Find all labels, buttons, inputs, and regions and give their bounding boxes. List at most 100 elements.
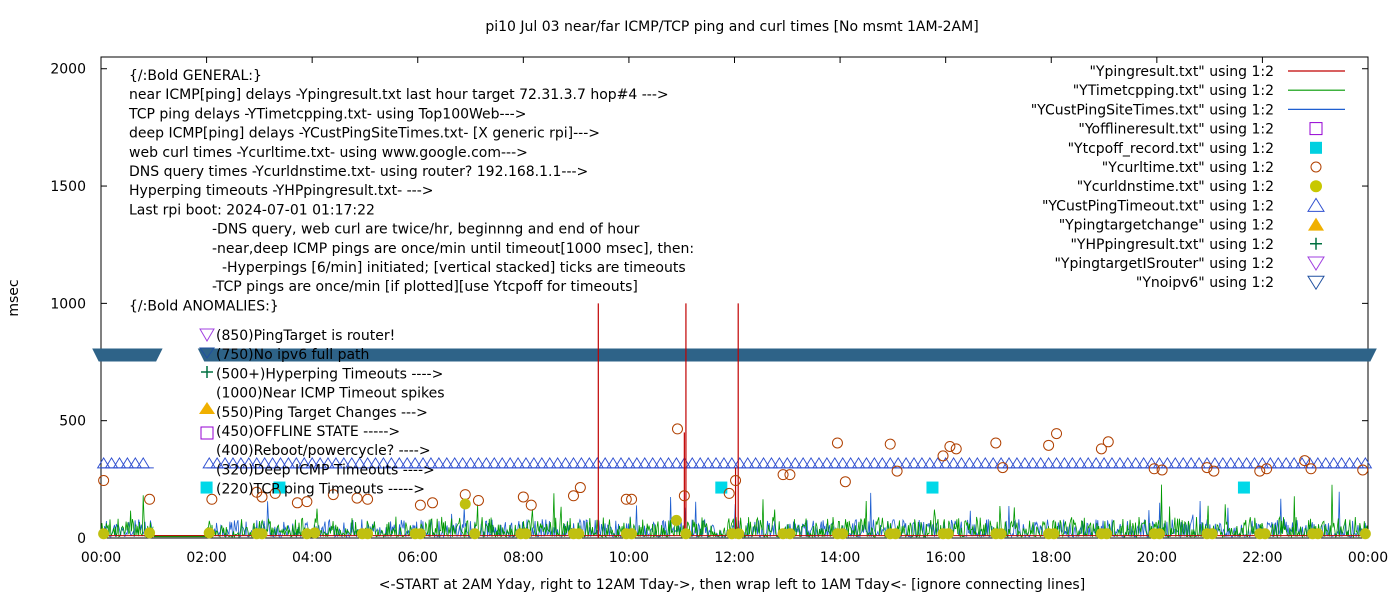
cust-ping-timeout-marker: [1223, 456, 1238, 469]
annotation-text: (550)Ping Target Changes --->: [216, 405, 428, 421]
cust-ping-timeout-marker: [511, 456, 525, 469]
cust-ping-timeout-marker: [202, 456, 217, 469]
cust-ping-timeout-marker: [495, 456, 510, 469]
cust-ping-timeout-marker: [574, 456, 589, 469]
cust-ping-timeout-marker: [629, 456, 644, 469]
legend-label: "YCustPingSiteTimes.txt" using 1:2: [1031, 102, 1274, 118]
annotation-hyperping-icon: [201, 366, 213, 378]
cust-ping-timeout-marker: [938, 456, 953, 469]
curl-time-point: [362, 493, 374, 505]
tcpoff-marker: [200, 481, 213, 494]
curl-time-point: [256, 491, 268, 503]
curl-time-point: [1299, 455, 1311, 467]
curl-time-point: [1201, 462, 1213, 474]
dns-time-point: [680, 528, 692, 540]
curl-time-point: [777, 469, 789, 481]
curl-time-point: [626, 493, 638, 505]
tcpoff-marker: [273, 481, 286, 494]
plot-area: 00:00 02:00 04:00 06:00 08:00 10:00 12:00 14:00…: [50, 56, 1388, 566]
annotation-text: (450)OFFLINE STATE ----->: [216, 424, 400, 440]
curl-time-point: [517, 491, 529, 503]
dns-time-point: [626, 528, 638, 540]
cust-ping-timeout-marker: [1041, 456, 1056, 469]
curl-time-point: [620, 493, 632, 505]
legend-label: "Ypingresult.txt" using 1:2: [1089, 64, 1274, 80]
cust-ping-timeout-marker: [598, 456, 613, 469]
tcpoff-marker: [715, 481, 728, 494]
curl-time-point: [414, 499, 426, 511]
cust-ping-timeout-marker: [796, 456, 811, 469]
x-tick-label: 14:00: [820, 550, 860, 566]
cust-ping-timeout-marker: [851, 456, 866, 469]
dns-time-point: [573, 528, 585, 540]
cust-ping-timeout-marker: [606, 456, 620, 469]
dns-time-point: [459, 498, 471, 510]
legend-swatch: [1310, 237, 1322, 250]
cust-ping-timeout-marker: [1049, 456, 1064, 469]
cust-ping-timeout-marker: [120, 456, 135, 469]
annotation-text: (750)No ipv6 full path: [216, 347, 369, 363]
curl-time-point: [1148, 463, 1160, 475]
cust-ping-timeout-marker: [756, 456, 771, 469]
cust-ping-timeout-marker: [1089, 456, 1104, 469]
annotation-text: near ICMP[ping] delays -Ypingresult.txt …: [129, 87, 669, 103]
curl-time-point: [950, 443, 962, 455]
cust-ping-timeout-marker: [1168, 456, 1183, 469]
y-tick-label: 500: [59, 414, 86, 430]
curl-time-point: [831, 437, 843, 449]
cust-ping-timeout-marker: [614, 456, 628, 469]
cust-ping-timeout-marker: [804, 456, 818, 469]
cust-ping-timeout-marker: [1215, 456, 1230, 469]
cust-ping-timeout-marker: [1144, 456, 1159, 469]
cust-ping-timeout-marker: [1112, 456, 1127, 469]
dns-time-point: [362, 528, 374, 540]
cust-ping-timeout-marker: [740, 456, 755, 469]
annotation-router-icon: [199, 328, 215, 342]
legend-label: "Yofflineresult.txt" using 1:2: [1078, 122, 1274, 138]
y-tick-label: 0: [77, 531, 86, 547]
annotation-text: -near,deep ICMP pings are once/min until…: [212, 241, 694, 257]
curl-time-point: [1095, 443, 1107, 455]
cust-ping-timeout-marker: [1065, 456, 1080, 469]
curl-time-point: [1208, 465, 1220, 477]
annotation-text: Last rpi boot: 2024-07-01 01:17:22: [129, 202, 375, 218]
x-tick-label: 08:00: [503, 550, 543, 566]
legend-swatch: [1310, 180, 1322, 193]
chart-title: pi10 Jul 03 near/far ICMP/TCP ping and c…: [485, 19, 978, 35]
annotation-offline-icon: [200, 426, 214, 440]
annotation-text: -TCP pings are once/min [if plotted][use…: [212, 279, 638, 295]
legend-label: "Ypingtargetchange" using 1:2: [1059, 218, 1274, 234]
legend-label: "Ynoipv6" using 1:2: [1136, 275, 1274, 291]
curl-time-point: [427, 497, 439, 509]
cust-ping-timeout-marker: [772, 456, 787, 469]
dns-time-point: [1153, 528, 1165, 540]
dns-time-point: [942, 528, 954, 540]
cust-ping-timeout-marker: [1239, 456, 1254, 469]
legend-swatch: [1308, 217, 1324, 231]
cust-ping-timeout-marker: [1010, 456, 1024, 469]
annotation-text: DNS query times -Ycurldnstime.txt- using…: [129, 164, 588, 180]
cust-ping-timeout-marker: [527, 456, 541, 469]
cust-ping-timeout-marker: [970, 456, 985, 469]
curl-time-point: [574, 482, 586, 494]
cust-ping-timeout-marker: [1128, 456, 1143, 469]
curl-time-point: [839, 476, 851, 488]
cust-ping-timeout-marker: [439, 456, 454, 469]
tcpoff-marker: [1237, 481, 1250, 494]
annotation-text: deep ICMP[ping] delays -YCustPingSiteTim…: [129, 126, 600, 142]
cust-ping-timeout-marker: [907, 456, 921, 469]
curl-time-point: [937, 450, 949, 462]
curl-time-point: [1051, 428, 1063, 440]
cust-ping-timeout-marker: [447, 456, 462, 469]
deep-ping-line: [206, 491, 1369, 539]
cust-ping-timeout-marker: [1081, 456, 1096, 469]
curl-time-point: [723, 487, 735, 499]
dns-time-point: [784, 528, 796, 540]
legend-label: "Ytcpoff_record.txt" using 1:2: [1068, 141, 1274, 157]
cust-ping-timeout-marker: [1097, 456, 1111, 469]
curl-time-point: [567, 490, 579, 502]
x-tick-label: 06:00: [398, 550, 438, 566]
cust-ping-timeout-marker: [922, 456, 937, 469]
dns-time-point: [837, 528, 849, 540]
legend-label: "YHPpingresult.txt" using 1:2: [1070, 237, 1274, 253]
